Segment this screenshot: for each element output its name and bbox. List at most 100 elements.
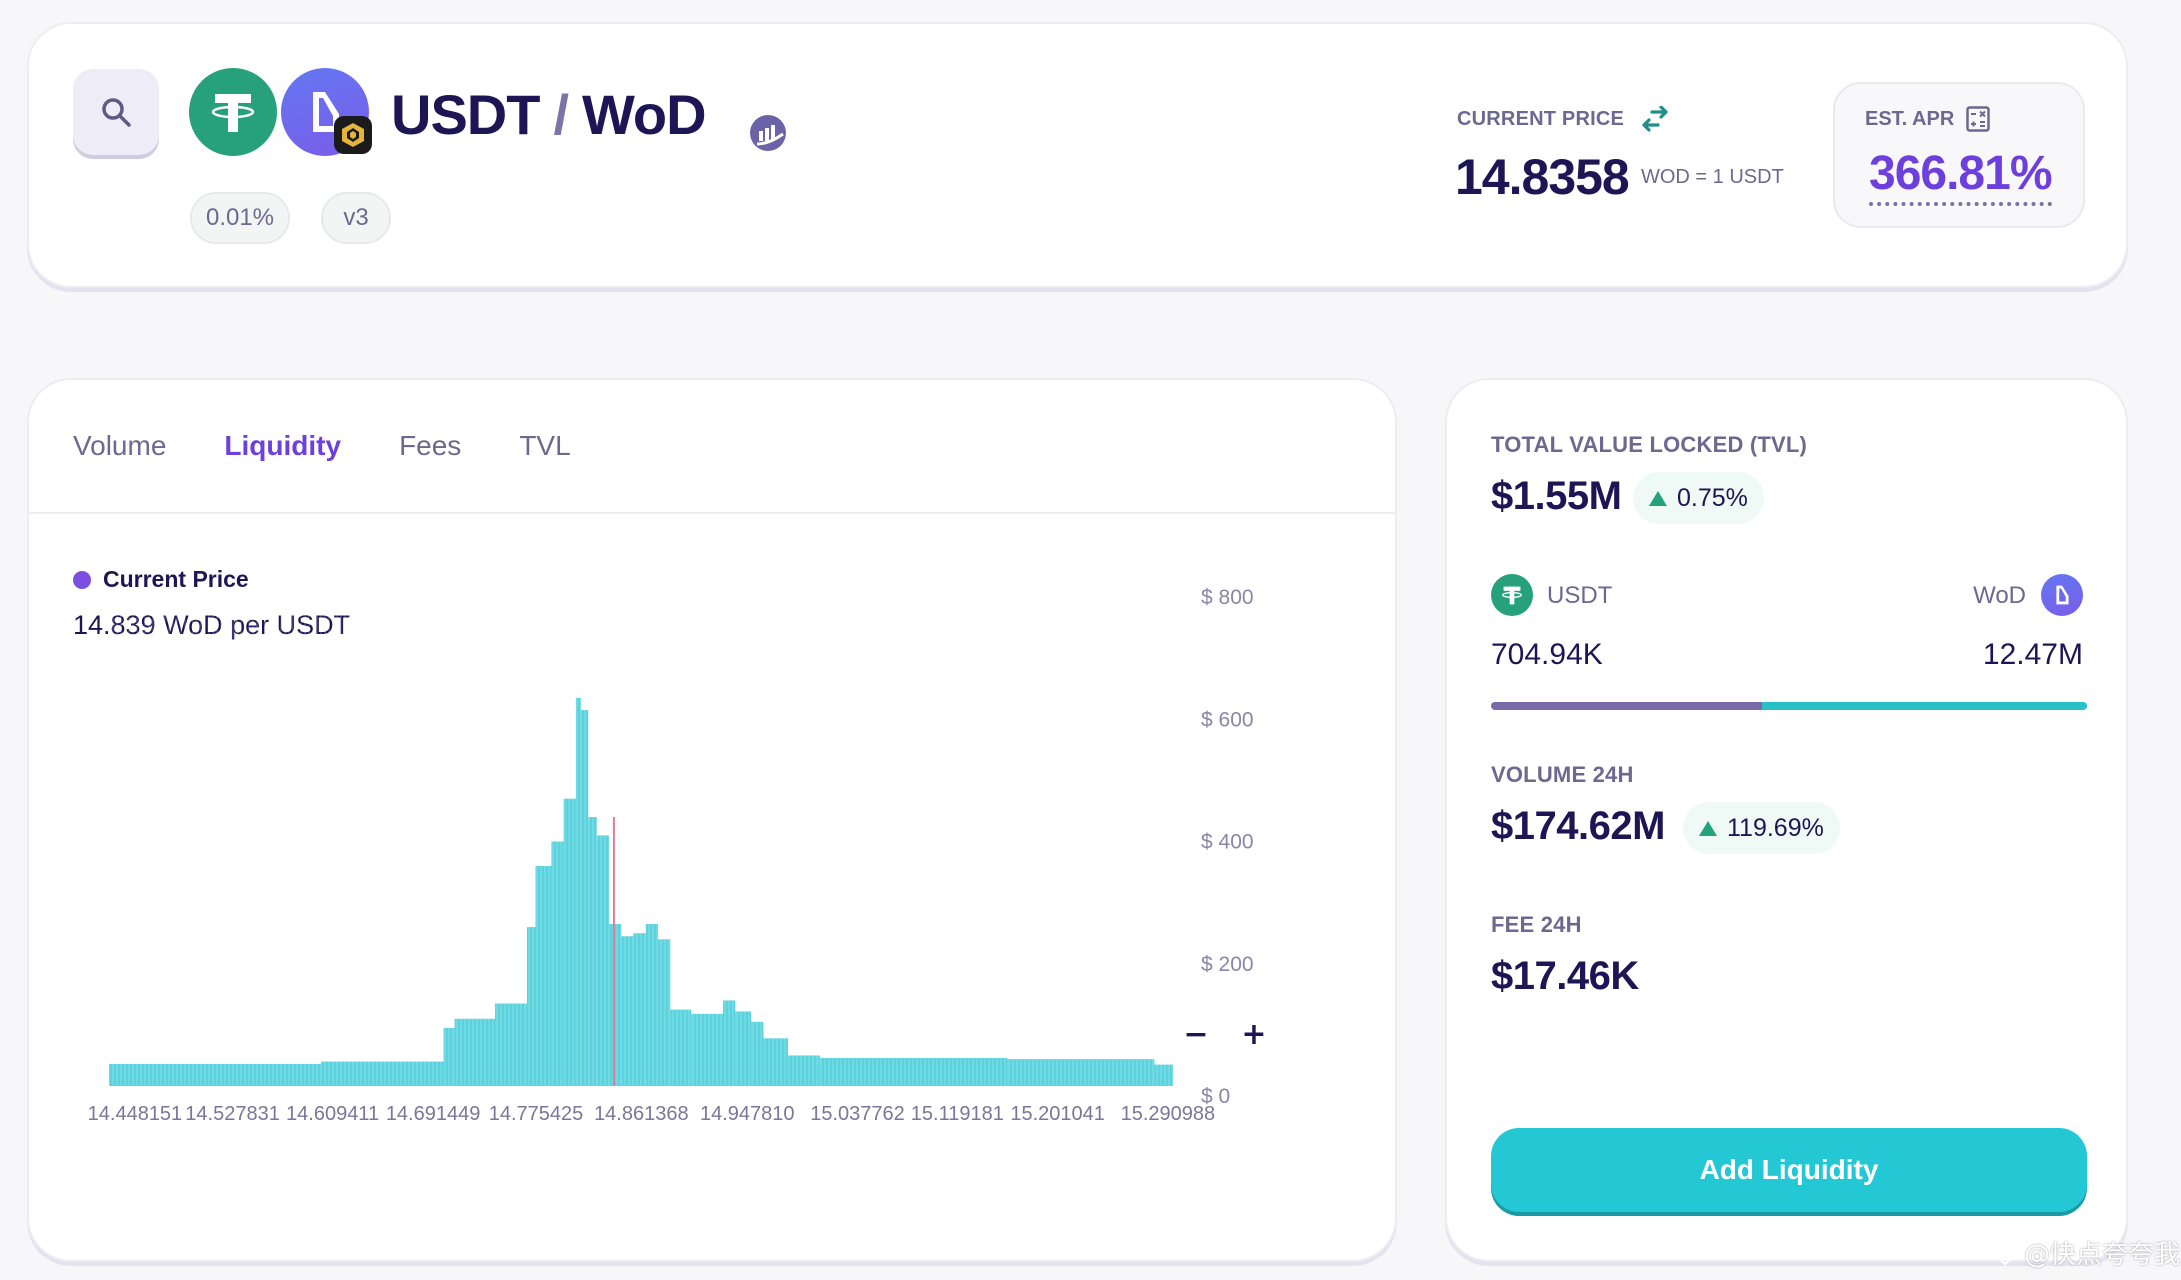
analytics-chart-icon[interactable]	[749, 114, 787, 152]
chart-card: Volume Liquidity Fees TVL Current Price …	[27, 378, 1397, 1262]
token1-amount: 12.47M	[1982, 638, 2083, 671]
y-tick-label: $ 600	[1201, 708, 1254, 731]
token-ratio-bar	[1491, 702, 2087, 710]
fee-tier-badge: 0.01%	[190, 192, 290, 244]
arrow-up-icon	[1649, 490, 1667, 506]
liquidity-bar[interactable]	[563, 798, 576, 1086]
liquidity-bar[interactable]	[645, 924, 659, 1086]
liquidity-bar[interactable]	[575, 697, 581, 1086]
pair-title: USDT / WoD	[391, 82, 707, 147]
y-tick-label: $ 200	[1201, 953, 1254, 976]
liquidity-bar[interactable]	[658, 939, 671, 1086]
watermark: @快点夸夸我	[1992, 1234, 2180, 1271]
token1-name: WoD	[1973, 582, 2026, 609]
liquidity-bar[interactable]	[609, 924, 622, 1086]
liquidity-bar[interactable]	[670, 1009, 692, 1086]
current-price-legend-label: Current Price	[103, 566, 249, 592]
liquidity-bar[interactable]	[596, 835, 610, 1086]
liquidity-bars	[108, 597, 1173, 1087]
apr-label: EST. APR	[1865, 106, 1991, 132]
arrow-up-icon	[1699, 820, 1717, 836]
y-tick-label: $ 800	[1201, 586, 1254, 609]
x-tick-label: 14.947810	[700, 1103, 795, 1125]
liquidity-bar[interactable]	[763, 1038, 788, 1086]
chart-tabs: Volume Liquidity Fees TVL	[73, 430, 571, 462]
token0-amount: 704.94K	[1491, 638, 1603, 671]
fee-label: FEE 24H	[1491, 912, 1582, 937]
liquidity-bar[interactable]	[735, 1011, 752, 1086]
x-tick-label: 14.448151	[88, 1103, 183, 1125]
apr-value[interactable]: 366.81%	[1869, 148, 2052, 206]
y-tick-label: $ 0	[1201, 1085, 1230, 1108]
volume-change-value: 119.69%	[1727, 813, 1824, 842]
search-button[interactable]	[73, 69, 159, 155]
liquidity-bar[interactable]	[633, 933, 646, 1086]
liquidity-bar[interactable]	[535, 865, 552, 1086]
liquidity-bar[interactable]	[722, 1000, 736, 1086]
tether-logo	[189, 68, 277, 156]
tab-liquidity[interactable]: Liquidity	[224, 430, 342, 461]
x-tick-label: 14.691449	[386, 1103, 481, 1125]
liquidity-bar[interactable]	[443, 1027, 455, 1086]
pool-stats-card: TOTAL VALUE LOCKED (TVL) $1.55M 0.75% US…	[1445, 378, 2128, 1262]
watermark-text: @快点夸夸我	[2024, 1240, 2181, 1270]
x-tick-label: 15.290988	[1121, 1103, 1216, 1125]
binance-square-icon	[1992, 1239, 2018, 1266]
liquidity-bar[interactable]	[588, 817, 597, 1086]
est-apr-box: EST. APR 366.81%	[1833, 82, 2085, 228]
x-tick-label: 15.119181	[911, 1103, 1004, 1125]
y-axis: $ 0 $ 200 $ 400 $ 600 $ 800	[1201, 586, 1254, 1108]
current-price-unit: WOD = 1 USDT	[1641, 166, 1784, 188]
version-badge: v3	[321, 192, 391, 244]
token0-symbol: USDT	[391, 83, 540, 146]
volume-value: $174.62M	[1491, 804, 1665, 848]
x-tick-label: 15.037762	[810, 1103, 905, 1125]
liquidity-bar[interactable]	[526, 927, 536, 1086]
volume-label: VOLUME 24H	[1491, 762, 1634, 787]
zoom-in-button[interactable]: +	[1239, 1020, 1269, 1050]
tab-tvl[interactable]: TVL	[519, 430, 571, 461]
token1-ratio-fill	[1762, 702, 2087, 710]
calculator-icon[interactable]	[1966, 106, 1991, 132]
liquidity-bar[interactable]	[819, 1057, 1008, 1086]
x-tick-label: 14.861368	[594, 1103, 689, 1125]
fee-value: $17.46K	[1491, 954, 1639, 998]
liquidity-bar[interactable]	[321, 1061, 444, 1086]
tvl-change-value: 0.75%	[1677, 483, 1748, 512]
tether-logo	[1491, 574, 1533, 616]
x-tick-label: 15.201041	[1010, 1103, 1105, 1125]
liquidity-bar[interactable]	[691, 1013, 723, 1086]
liquidity-bar[interactable]	[1154, 1064, 1173, 1086]
liquidity-chart[interactable]: $ 0 $ 200 $ 400 $ 600 $ 800 14.448151 14.5278…	[29, 380, 1399, 1264]
x-tick-label: 14.527831	[185, 1103, 280, 1125]
x-tick-label: 14.775425	[489, 1103, 584, 1125]
liquidity-bar[interactable]	[454, 1018, 496, 1086]
pair-separator: /	[553, 83, 569, 146]
liquidity-bar[interactable]	[621, 936, 634, 1086]
current-price-dot-icon	[73, 570, 91, 589]
liquidity-bar[interactable]	[787, 1055, 820, 1086]
liquidity-bar[interactable]	[1007, 1059, 1155, 1086]
liquidity-bar[interactable]	[580, 710, 589, 1086]
tab-volume[interactable]: Volume	[73, 430, 167, 461]
x-axis: 14.448151 14.527831 14.609411 14.691449 14.7…	[88, 1103, 1215, 1125]
tvl-change-badge: 0.75%	[1633, 472, 1764, 524]
token1-symbol: WoD	[582, 83, 706, 146]
liquidity-bar[interactable]	[495, 1003, 527, 1086]
pool-header-card: USDT / WoD 0.01% v3 CURRENT PRICE 14.835…	[27, 22, 2128, 288]
current-price-legend: Current Price	[73, 566, 249, 593]
liquidity-bar[interactable]	[551, 841, 564, 1087]
volume-change-badge: 119.69%	[1683, 802, 1840, 854]
tab-fees[interactable]: Fees	[399, 430, 462, 461]
add-liquidity-button[interactable]: Add Liquidity	[1491, 1128, 2087, 1212]
liquidity-bar[interactable]	[109, 1063, 322, 1086]
token0-name: USDT	[1547, 582, 1613, 609]
swap-arrows-icon[interactable]	[1640, 106, 1670, 132]
liquidity-bar[interactable]	[751, 1021, 764, 1086]
current-price-value: 14.8358	[1455, 149, 1630, 205]
search-icon	[102, 98, 131, 127]
token0-ratio-fill	[1491, 702, 1763, 710]
tvl-value: $1.55M	[1491, 474, 1622, 518]
zoom-out-button[interactable]: −	[1181, 1020, 1211, 1050]
current-price-label-text: CURRENT PRICE	[1457, 107, 1625, 130]
